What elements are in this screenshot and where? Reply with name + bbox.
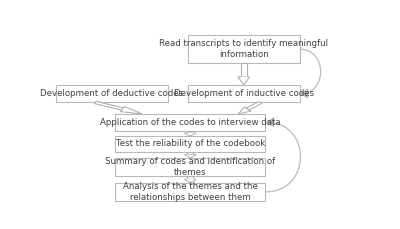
Polygon shape: [94, 101, 123, 110]
FancyBboxPatch shape: [56, 85, 168, 102]
FancyArrowPatch shape: [300, 49, 321, 98]
FancyBboxPatch shape: [115, 158, 266, 177]
Polygon shape: [238, 107, 251, 114]
FancyBboxPatch shape: [188, 35, 300, 63]
FancyBboxPatch shape: [115, 114, 266, 131]
Polygon shape: [120, 106, 142, 114]
Text: Summary of codes and identification of
themes: Summary of codes and identification of t…: [105, 157, 275, 177]
Polygon shape: [184, 155, 196, 158]
Text: Test the reliability of the codebook: Test the reliability of the codebook: [116, 139, 265, 148]
Polygon shape: [241, 63, 246, 77]
Polygon shape: [188, 131, 193, 133]
FancyBboxPatch shape: [115, 183, 266, 201]
Text: Application of the codes to interview data: Application of the codes to interview da…: [100, 118, 280, 127]
FancyBboxPatch shape: [115, 136, 266, 152]
Text: Read transcripts to identify meaningful
information: Read transcripts to identify meaningful …: [159, 39, 328, 59]
Text: Development of deductive codes: Development of deductive codes: [40, 89, 184, 98]
Polygon shape: [188, 177, 193, 179]
Polygon shape: [238, 77, 250, 85]
FancyArrowPatch shape: [266, 118, 300, 192]
Text: Analysis of the themes and the
relationships between them: Analysis of the themes and the relations…: [123, 182, 258, 202]
FancyBboxPatch shape: [188, 85, 300, 102]
Polygon shape: [246, 101, 262, 110]
Text: Development of inductive codes: Development of inductive codes: [174, 89, 314, 98]
Polygon shape: [188, 152, 193, 155]
Polygon shape: [184, 179, 196, 183]
Polygon shape: [184, 133, 196, 136]
